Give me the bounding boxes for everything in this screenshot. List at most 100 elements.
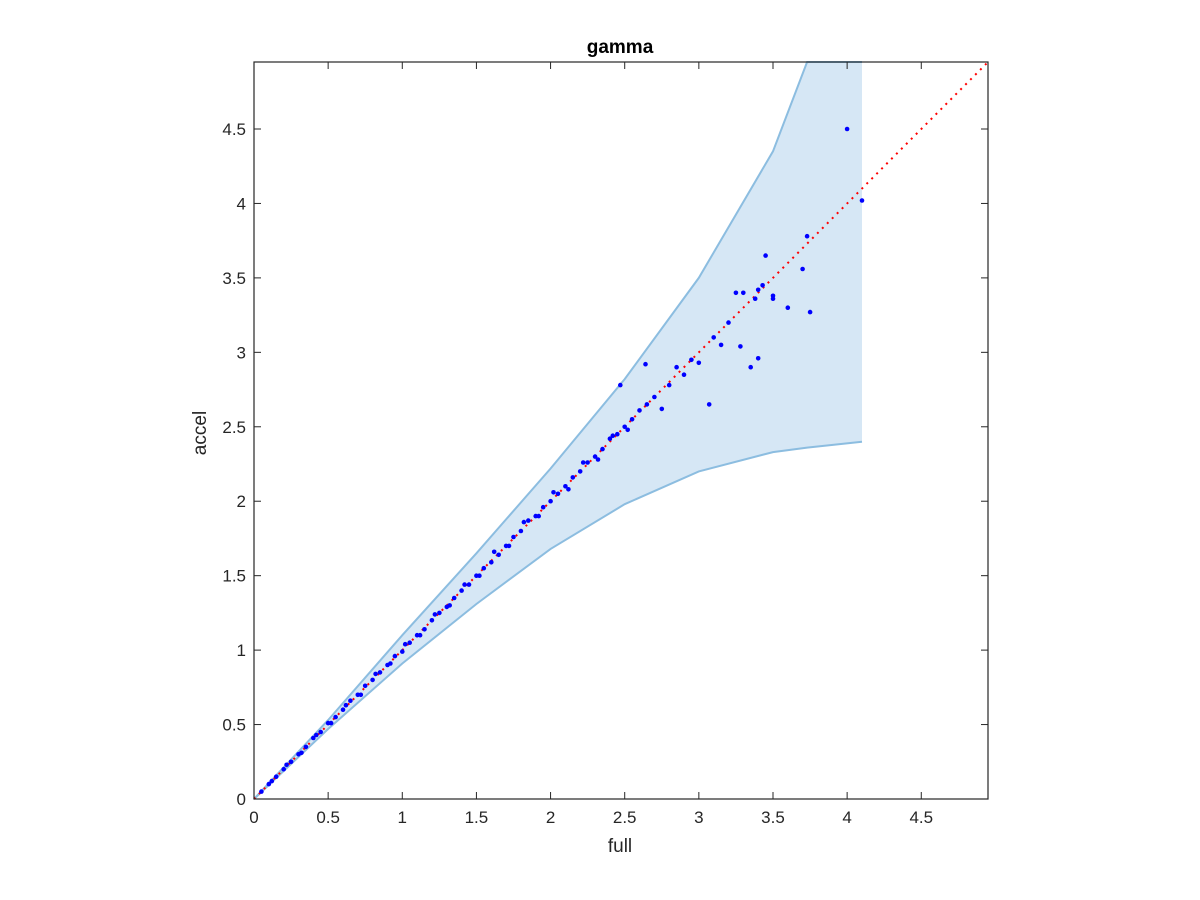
data-point [752,296,758,302]
data-point [807,309,813,315]
data-point [318,729,324,735]
data-point [548,498,553,504]
data-point [358,692,364,698]
data-point [299,750,304,756]
data-point [518,528,524,534]
data-point [311,735,316,741]
data-point [273,774,279,779]
x-axis-ticks: 0 0.5 1 1.5 2 2.5 3 3.5 4 4.5 [249,62,933,827]
data-point [343,702,349,708]
data-point [689,357,694,363]
data-point [437,610,442,616]
y-tick-label: 3 [237,343,246,362]
x-tick-label: 0.5 [316,808,340,827]
data-point [432,612,438,617]
data-point [615,431,620,437]
y-axis-label: accel [190,411,211,455]
data-point [417,632,423,638]
data-point [451,595,457,601]
data-point [755,287,761,293]
data-point [429,618,435,623]
data-point [540,504,546,510]
data-point [618,382,623,388]
x-tick-label: 1.5 [465,808,489,827]
axes-frame [253,61,989,800]
data-point [362,683,368,689]
data-point [328,720,334,726]
x-axis-label: full [608,836,632,857]
data-point [592,454,598,459]
data-point [333,714,338,720]
data-point [570,475,576,480]
data-point [622,424,627,430]
data-point [288,759,294,765]
data-point [481,565,487,571]
data-point [284,762,289,768]
data-point [466,582,472,587]
data-point [551,490,556,495]
data-point [462,582,467,587]
data-point [303,744,309,750]
data-point [580,460,586,465]
x-tick-label: 4 [842,808,851,827]
y-tick-label: 4.5 [222,120,246,139]
data-point [800,266,805,272]
data-point [314,732,319,738]
x-tick-label: 3 [694,808,703,827]
data-point [706,402,712,407]
data-point [491,549,497,555]
data-point [402,641,408,647]
data-point [477,573,482,578]
data-point [718,342,724,348]
data-point [726,320,731,325]
y-tick-label: 4 [237,194,246,213]
data-point [696,360,702,366]
data-point [755,356,761,361]
y-tick-label: 0 [237,790,246,809]
data-point [536,513,541,519]
y-tick-label: 0.5 [222,716,246,735]
data-point [711,335,716,340]
data-point [577,469,583,474]
y-tick-label: 1 [237,641,246,660]
data-points-layer [259,126,865,794]
data-point [681,372,687,378]
data-point [370,677,375,683]
x-tick-label: 4.5 [909,808,933,827]
chart-title: gamma [587,37,654,58]
data-point [610,433,616,439]
data-point [506,543,512,549]
data-point [407,640,413,645]
x-tick-label: 2 [546,808,555,827]
plot-frame [253,61,989,800]
data-point [373,671,378,677]
x-tick-label: 2.5 [613,808,637,827]
data-point [422,627,427,632]
data-point [733,290,739,296]
data-point [269,778,275,784]
data-point [625,427,630,433]
data-point [348,698,353,703]
band-upper-edge [253,61,862,800]
data-point [400,649,405,654]
data-point [489,560,494,565]
data-point [859,198,865,203]
data-point [741,290,746,296]
data-point [496,552,502,558]
y-axis-ticks: 0 0.5 1 1.5 2 2.5 3 3.5 4 4.5 [222,120,988,809]
data-point [340,707,346,712]
x-tick-label: 3.5 [761,808,785,827]
data-point [388,661,393,666]
data-point [652,394,657,400]
y-tick-label: 1.5 [222,567,246,586]
data-point [563,484,568,489]
y-tick-label: 2 [237,492,246,511]
data-point [511,534,516,540]
data-point [607,436,613,442]
data-point [566,487,571,492]
data-point [377,670,383,675]
data-point [447,603,453,608]
data-point [595,457,601,462]
confidence-band-fill [254,62,862,799]
